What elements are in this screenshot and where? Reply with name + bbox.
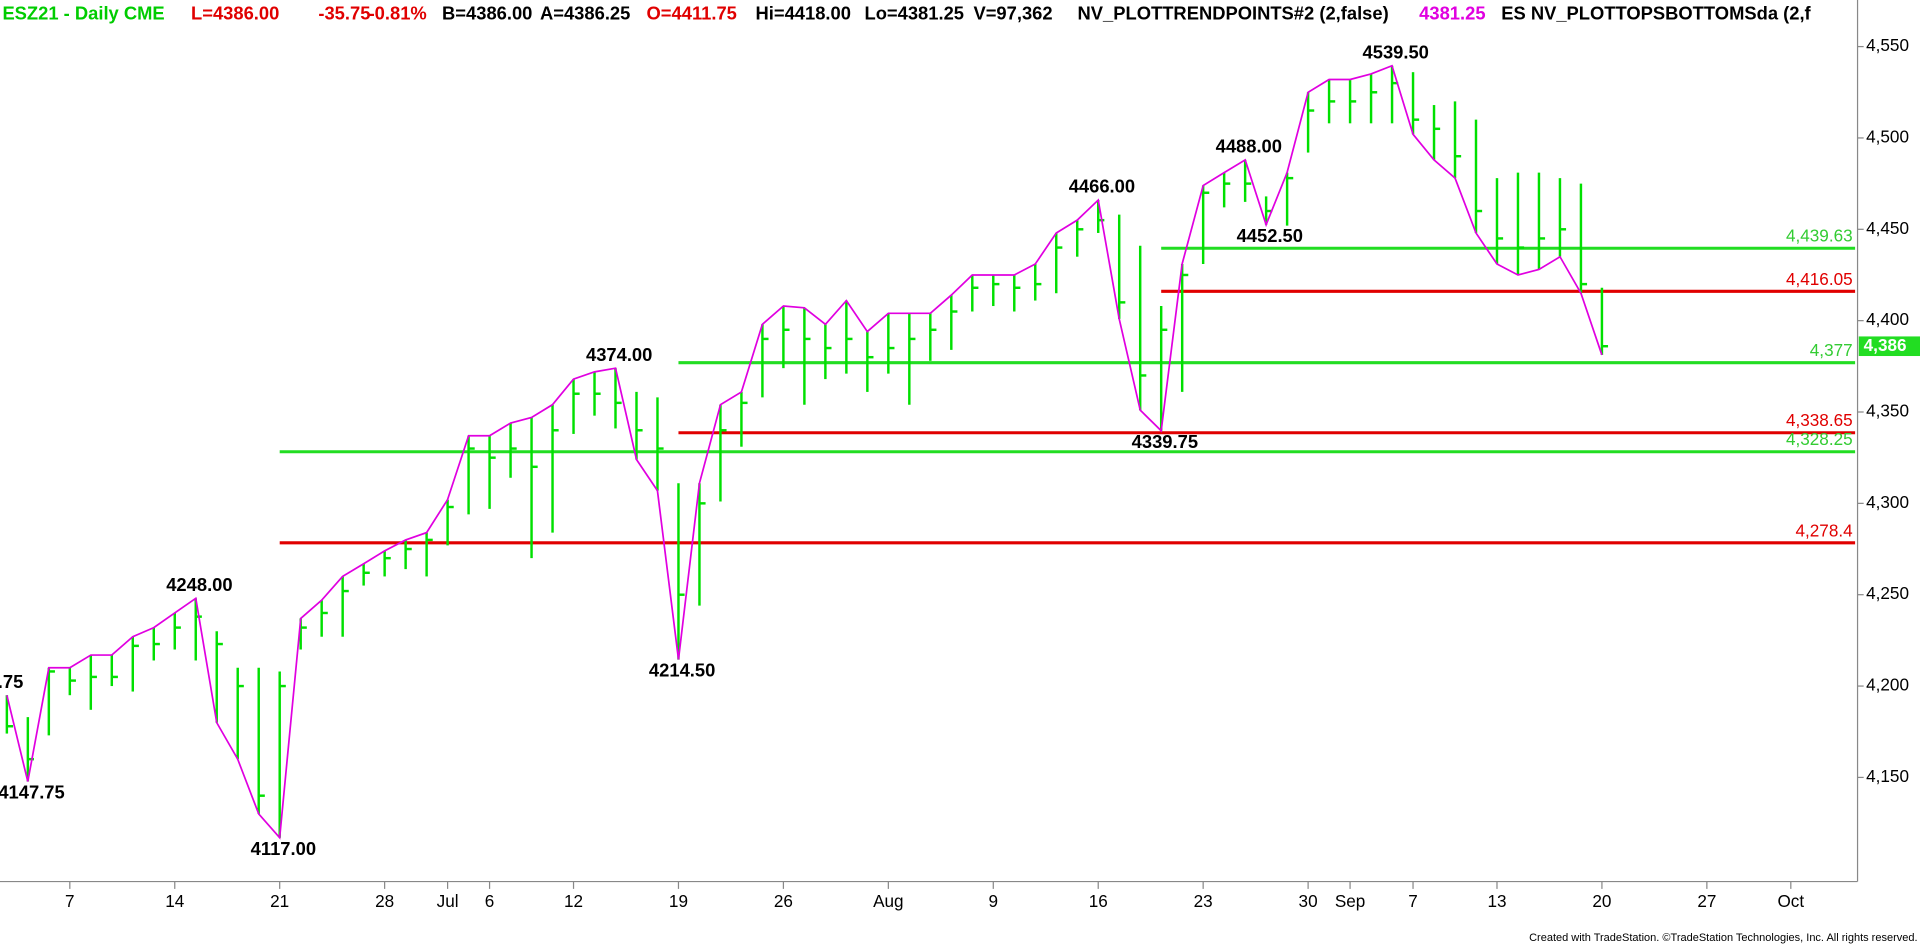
x-tick-label: Aug (873, 891, 903, 911)
pivot-label: 4539.50 (1363, 41, 1429, 62)
y-tick-label: 4,200 (1866, 675, 1909, 695)
y-tick-label: 4,150 (1866, 766, 1909, 786)
y-tick-label: 4,250 (1866, 583, 1909, 603)
x-tick-label: 6 (485, 891, 495, 911)
pivot-label: 4374.00 (586, 344, 652, 365)
x-tick-label: 7 (65, 891, 75, 911)
x-tick-label: 28 (375, 891, 394, 911)
x-tick-label: 13 (1487, 891, 1506, 911)
pivot-label: 4466.00 (1069, 176, 1135, 197)
y-tick-label: 4,500 (1866, 126, 1909, 146)
header-text: NV_PLOTTRENDPOINTS#2 (2,false) (1078, 3, 1389, 24)
header-text: Hi=4418.00 (756, 3, 851, 24)
x-tick-label: 14 (165, 891, 185, 911)
x-tick-label: 12 (564, 891, 583, 911)
x-tick-label: 9 (989, 891, 999, 911)
header-text: B=4386.00 (442, 3, 532, 24)
header-text: ES NV_PLOTTOPSBOTTOMSda (2,f (1501, 3, 1811, 24)
x-tick-label: 26 (774, 891, 793, 911)
last-price-label: 4,386 (1864, 335, 1907, 355)
pivot-label: 4214.50 (649, 660, 715, 681)
x-tick-label: 21 (270, 891, 289, 911)
pivot-label: 4488.00 (1216, 135, 1282, 156)
y-tick-label: 4,350 (1866, 401, 1909, 421)
pivot-label: .75 (0, 671, 23, 692)
x-tick-label: 16 (1089, 891, 1108, 911)
header-text: 4381.25 (1419, 3, 1485, 24)
level-label: 4,377 (1810, 340, 1853, 360)
header-text: L=4386.00 (191, 3, 279, 24)
header-text: A=4386.25 (540, 3, 630, 24)
level-label: 4,328.25 (1786, 429, 1853, 449)
header-text: V=97,362 (973, 3, 1052, 24)
header-text: -35.75 (318, 3, 370, 24)
plot-area: ESZ21 - Daily CME L=4386.00 -35.75-0.81% B=… (0, 3, 1856, 859)
pivot-label: 4452.50 (1237, 225, 1303, 246)
footer: Created with TradeStation. ©TradeStation… (1529, 932, 1917, 944)
x-tick-label: 30 (1299, 891, 1318, 911)
header-text: Lo=4381.25 (864, 3, 964, 24)
level-label: 4,439.63 (1786, 226, 1853, 246)
pivot-label: 4117.00 (251, 838, 316, 859)
x-tick-label: Sep (1335, 891, 1365, 911)
x-tick-label: Oct (1777, 891, 1804, 911)
header-text: -0.81% (369, 3, 427, 24)
x-tick-label: 20 (1592, 891, 1611, 911)
trend-line (6, 64, 1603, 840)
x-tick-label: 19 (669, 891, 688, 911)
last-price-box (1858, 336, 1920, 357)
y-tick-label: 4,300 (1866, 492, 1909, 512)
level-label: 4,338.65 (1786, 410, 1853, 430)
x-tick-label: Jul (437, 891, 459, 911)
level-label: 4,416.05 (1786, 269, 1853, 289)
x-tick-label: 27 (1697, 891, 1716, 911)
x-tick-label: 7 (1408, 891, 1418, 911)
pivot-label: 4147.75 (0, 782, 65, 803)
x-tick-label: 23 (1194, 891, 1213, 911)
y-tick-label: 4,450 (1866, 218, 1909, 238)
y-tick-label: 4,550 (1866, 35, 1909, 55)
pivot-label: 4248.00 (166, 574, 232, 595)
y-tick-label: 4,400 (1866, 309, 1909, 329)
level-label: 4,278.4 (1796, 520, 1854, 540)
header-text: ESZ21 - Daily CME (2, 3, 164, 24)
pivot-label: 4339.75 (1132, 431, 1198, 452)
header-text: O=4411.75 (647, 3, 737, 24)
